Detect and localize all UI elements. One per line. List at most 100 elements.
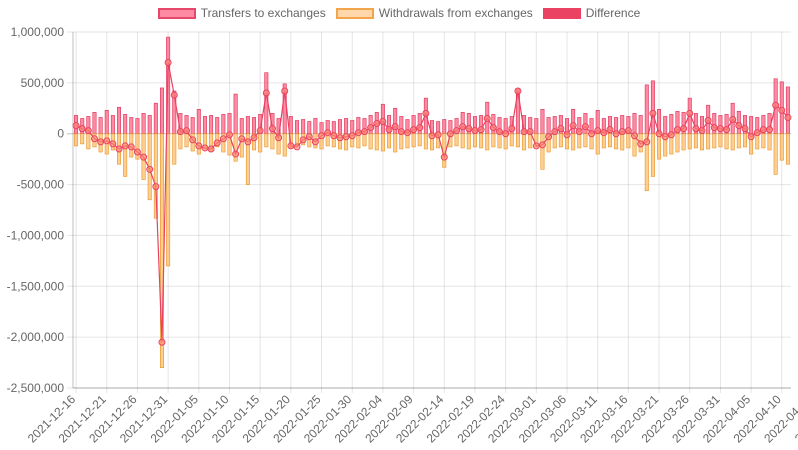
difference-point[interactable] [434, 131, 442, 139]
withdrawals-bar[interactable] [736, 133, 741, 149]
difference-point[interactable] [465, 125, 473, 133]
difference-point[interactable] [103, 137, 111, 145]
transfers-bar[interactable] [92, 112, 97, 135]
withdrawals-bar[interactable] [239, 133, 244, 158]
difference-point[interactable] [342, 133, 350, 141]
transfers-bar[interactable] [147, 115, 152, 135]
withdrawals-bar[interactable] [166, 133, 171, 267]
difference-point[interactable] [379, 118, 387, 126]
withdrawals-bar[interactable] [264, 133, 269, 148]
withdrawals-bar[interactable] [80, 133, 85, 145]
difference-point[interactable] [397, 128, 405, 136]
difference-point[interactable] [594, 127, 602, 135]
difference-point[interactable] [84, 127, 92, 135]
difference-point[interactable] [661, 133, 669, 141]
difference-point[interactable] [324, 129, 332, 137]
difference-point[interactable] [526, 128, 534, 136]
difference-point[interactable] [643, 138, 651, 146]
transfers-bar[interactable] [209, 115, 214, 135]
difference-point[interactable] [453, 127, 461, 135]
withdrawals-bar[interactable] [515, 133, 520, 148]
legend-item-difference[interactable]: Difference [542, 6, 640, 20]
transfers-bar[interactable] [190, 117, 195, 135]
withdrawals-bar[interactable] [626, 133, 631, 149]
difference-point[interactable] [299, 136, 307, 144]
transfers-bar[interactable] [135, 118, 140, 135]
difference-point[interactable] [195, 142, 203, 150]
difference-point[interactable] [624, 127, 632, 135]
withdrawals-bar[interactable] [491, 133, 496, 148]
withdrawals-bar[interactable] [258, 133, 263, 153]
transfers-bar[interactable] [295, 120, 299, 135]
withdrawals-bar[interactable] [123, 133, 128, 177]
transfers-bar[interactable] [663, 116, 668, 135]
difference-point[interactable] [496, 128, 504, 136]
withdrawals-bar[interactable] [466, 133, 471, 150]
withdrawals-bar[interactable] [785, 133, 790, 165]
difference-point[interactable] [508, 125, 516, 133]
difference-point[interactable] [710, 124, 718, 132]
withdrawals-bar[interactable] [252, 133, 257, 151]
withdrawals-bar[interactable] [706, 133, 711, 150]
withdrawals-bar[interactable] [650, 133, 655, 177]
difference-point[interactable] [109, 140, 117, 148]
difference-point[interactable] [575, 128, 583, 136]
withdrawals-bar[interactable] [479, 133, 484, 149]
transfers-bar[interactable] [319, 122, 324, 135]
withdrawals-bar[interactable] [387, 133, 392, 149]
difference-point[interactable] [176, 128, 184, 136]
difference-point[interactable] [569, 122, 577, 130]
transfers-bar[interactable] [534, 118, 539, 135]
withdrawals-bar[interactable] [687, 133, 692, 150]
transfers-bar[interactable] [307, 121, 312, 135]
transfers-bar[interactable] [301, 119, 306, 135]
transfers-bar[interactable] [442, 119, 447, 135]
withdrawals-bar[interactable] [393, 133, 398, 153]
transfers-bar[interactable] [785, 86, 790, 135]
transfers-bar[interactable] [540, 109, 545, 135]
withdrawals-bar[interactable] [571, 133, 576, 151]
difference-point[interactable] [201, 144, 209, 152]
difference-point[interactable] [600, 129, 608, 137]
difference-point[interactable] [140, 153, 148, 161]
transfers-bar[interactable] [153, 102, 158, 135]
difference-point[interactable] [753, 129, 761, 137]
difference-point[interactable] [268, 125, 276, 133]
difference-point[interactable] [673, 126, 681, 134]
difference-point[interactable] [360, 128, 368, 136]
transfers-bar[interactable] [546, 117, 551, 135]
difference-point[interactable] [72, 122, 80, 130]
difference-point[interactable] [514, 87, 522, 95]
transfers-bar[interactable] [104, 110, 109, 135]
withdrawals-bar[interactable] [423, 133, 428, 150]
withdrawals-bar[interactable] [172, 133, 177, 165]
withdrawals-bar[interactable] [522, 133, 527, 151]
withdrawals-bar[interactable] [270, 133, 275, 150]
difference-point[interactable] [747, 133, 755, 141]
difference-point[interactable] [256, 127, 264, 135]
withdrawals-bar[interactable] [399, 133, 404, 150]
transfers-bar[interactable] [337, 119, 342, 135]
withdrawals-bar[interactable] [472, 133, 477, 148]
transfers-bar[interactable] [215, 117, 220, 135]
difference-point[interactable] [692, 125, 700, 133]
transfers-bar[interactable] [159, 87, 164, 135]
difference-point[interactable] [416, 124, 424, 132]
transfers-bar[interactable] [117, 106, 122, 135]
withdrawals-bar[interactable] [135, 133, 140, 160]
difference-point[interactable] [483, 114, 491, 122]
difference-point[interactable] [778, 106, 786, 114]
difference-point[interactable] [532, 142, 540, 150]
difference-point[interactable] [262, 89, 270, 97]
difference-point[interactable] [367, 124, 375, 132]
withdrawals-bar[interactable] [730, 133, 735, 151]
difference-point[interactable] [275, 134, 283, 142]
transfers-bar[interactable] [669, 114, 674, 135]
difference-point[interactable] [354, 129, 362, 137]
difference-point[interactable] [545, 133, 553, 141]
difference-point[interactable] [121, 142, 129, 150]
withdrawals-bar[interactable] [742, 133, 747, 148]
difference-point[interactable] [428, 132, 436, 140]
transfers-bar[interactable] [239, 118, 244, 135]
difference-point[interactable] [637, 140, 645, 148]
